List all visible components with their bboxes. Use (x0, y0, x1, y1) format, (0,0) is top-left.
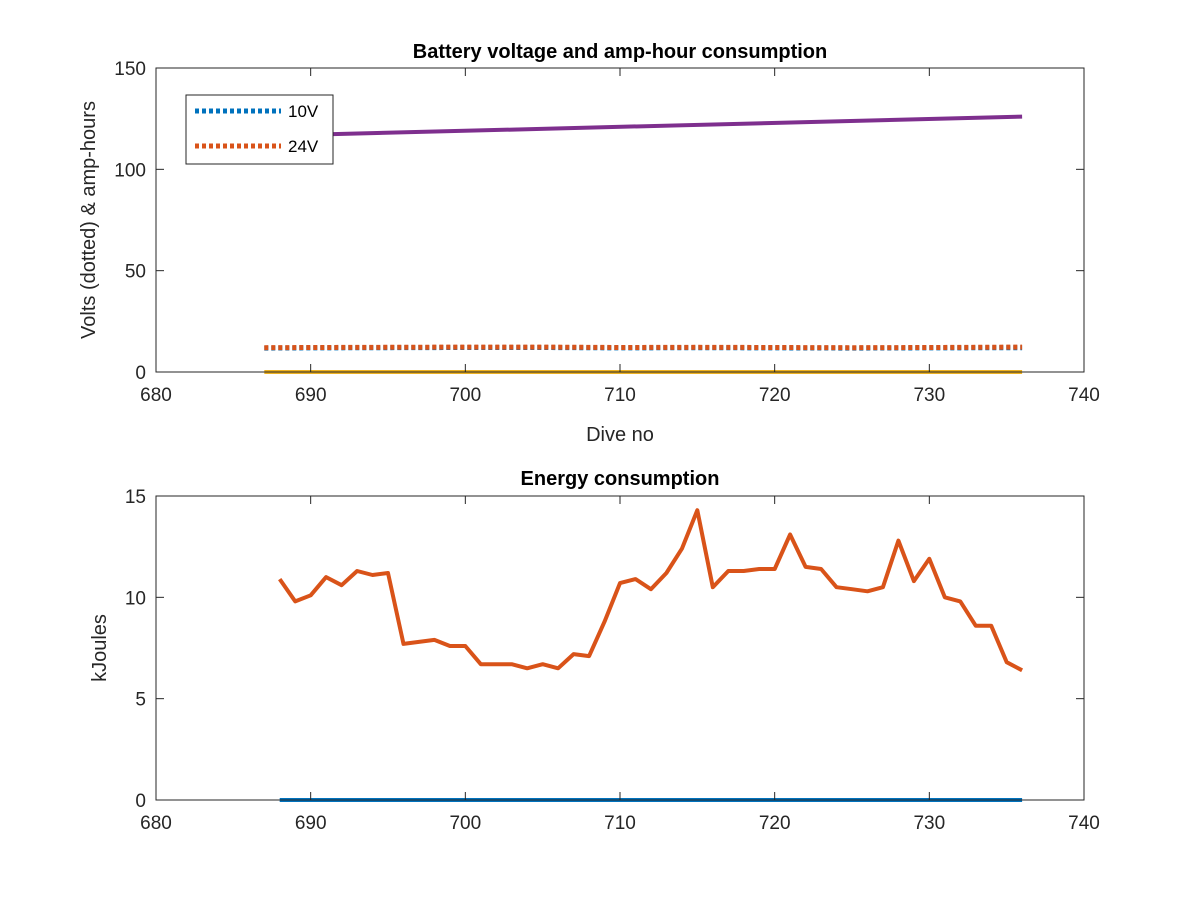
x-tick-label: 690 (295, 385, 327, 406)
y-axis-label: Volts (dotted) & amp-hours (78, 101, 100, 339)
series-line-4 (264, 114, 1023, 138)
x-tick-label: 710 (604, 385, 636, 406)
x-tick-label: 710 (604, 813, 636, 834)
x-tick-label: 720 (759, 385, 791, 406)
y-tick-label: 100 (114, 160, 146, 181)
x-tick-label: 690 (295, 813, 327, 834)
x-tick-label: 700 (449, 813, 481, 834)
chart-title: Energy consumption (521, 468, 720, 490)
x-tick-label: 680 (140, 385, 172, 406)
x-tick-label: 730 (913, 813, 945, 834)
y-tick-label: 15 (125, 487, 146, 508)
subplot-battery: Battery voltage and amp-hour consumption… (78, 41, 1100, 446)
series-line-24v (264, 344, 1023, 351)
legend-box (185, 94, 334, 165)
series-line-1 (278, 508, 1024, 673)
x-tick-label: 720 (759, 813, 791, 834)
x-tick-label: 680 (140, 813, 172, 834)
y-tick-label: 0 (135, 791, 146, 812)
legend-label-24v: 24V (288, 137, 319, 156)
y-tick-label: 150 (114, 59, 146, 80)
x-tick-label: 700 (449, 385, 481, 406)
y-tick-label: 50 (125, 262, 146, 283)
legend-label-10v: 10V (288, 102, 319, 121)
x-tick-label: 740 (1068, 813, 1100, 834)
subplot-energy: Energy consumption 680 690 700 710 720 730 740… (89, 468, 1100, 834)
y-axis-label: kJoules (89, 614, 111, 682)
chart-title: Battery voltage and amp-hour consumption (413, 41, 827, 63)
tick-group: 680 690 700 710 720 730 740 0 5 10 15 (125, 487, 1100, 834)
y-tick-label: 10 (125, 588, 146, 609)
y-tick-label: 0 (135, 363, 146, 384)
tick-group: 680 690 700 710 720 730 740 0 50 100 150 (114, 59, 1100, 406)
x-axis-label: Dive no (586, 424, 654, 446)
x-tick-label: 740 (1068, 385, 1100, 406)
legend: 10V 24V (185, 94, 334, 165)
x-tick-label: 730 (913, 385, 945, 406)
y-tick-label: 5 (135, 690, 146, 711)
